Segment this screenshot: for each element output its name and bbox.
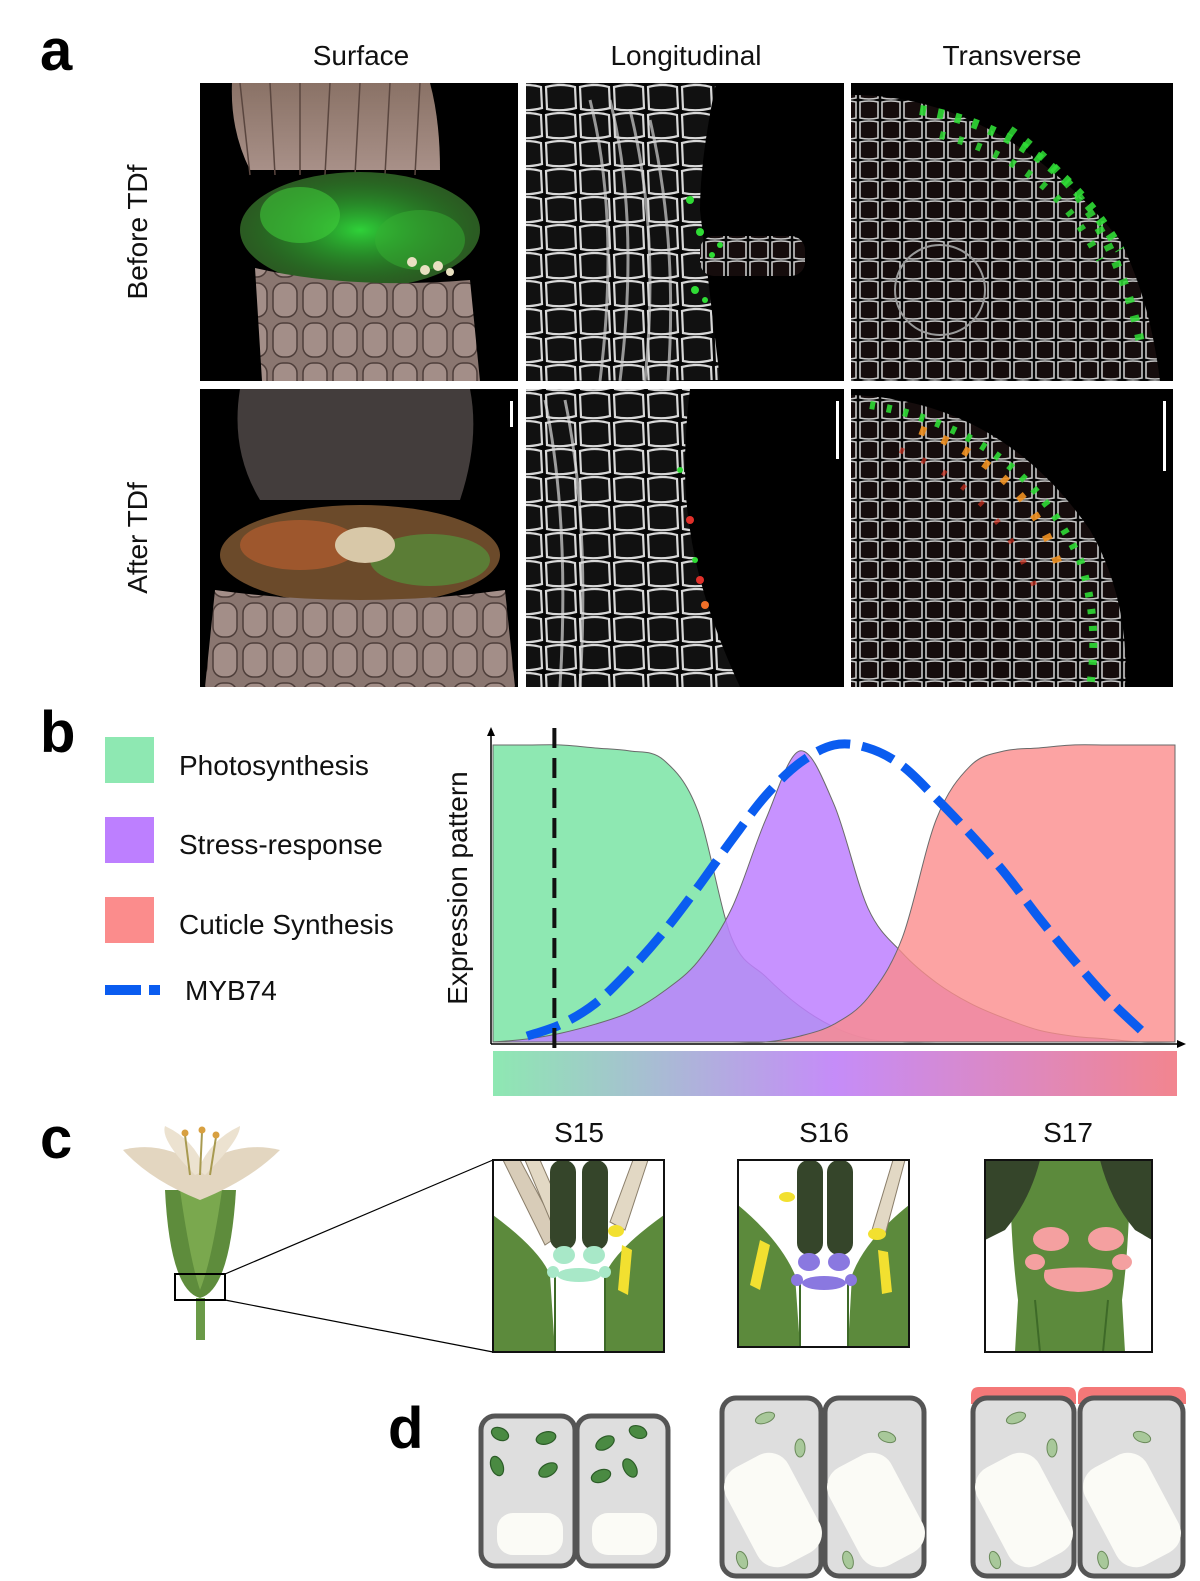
micrograph-longitudinal-after <box>526 389 844 687</box>
expression-chart: Expression pattern <box>442 727 1186 1096</box>
cell-pair-2 <box>719 1395 927 1579</box>
panel-b-letter: b <box>40 700 75 765</box>
cell-pair-3 <box>970 1387 1186 1579</box>
legend-label-myb74: MYB74 <box>185 975 277 1006</box>
series-area-cuticle-synthesis <box>492 744 1176 1043</box>
stage-diagram-s15 <box>492 1159 665 1353</box>
stage-label-s15: S15 <box>554 1117 604 1148</box>
legend-swatch-stress-response <box>105 817 154 863</box>
stage-diagram-s16 <box>737 1159 910 1348</box>
legend-label-stress-response: Stress-response <box>179 829 383 860</box>
cell-pair-1 <box>478 1413 671 1569</box>
stage-label-s17: S17 <box>1043 1117 1093 1148</box>
stage-diagram-s17 <box>984 1159 1153 1353</box>
micrograph-surface-after <box>200 389 518 687</box>
scale-bar <box>510 401 513 427</box>
column-title-surface: Surface <box>313 40 410 71</box>
legend: Photosynthesis Stress-response Cuticle S… <box>105 737 394 1006</box>
x-axis-arrow <box>1177 1040 1186 1048</box>
stage-gradient-bar <box>493 1051 1177 1096</box>
series-line-myb74 <box>525 739 1144 1041</box>
panel-d-letter: d <box>388 1396 423 1461</box>
row-title-before: Before TDf <box>122 164 153 299</box>
zoom-box <box>174 1273 226 1301</box>
row-title-after: After TDf <box>122 482 153 594</box>
micrograph-surface-before <box>200 83 518 381</box>
micrograph-transverse-after <box>851 389 1173 687</box>
column-title-transverse: Transverse <box>942 40 1081 71</box>
legend-swatch-photosynthesis <box>105 737 154 783</box>
micrograph-longitudinal-before <box>526 83 844 381</box>
panel-a-letter: a <box>40 18 73 83</box>
column-title-longitudinal: Longitudinal <box>610 40 761 71</box>
y-axis-arrow <box>487 727 495 736</box>
scale-bar <box>1163 401 1166 471</box>
scale-bar <box>836 401 839 459</box>
legend-label-photosynthesis: Photosynthesis <box>179 750 369 781</box>
micrograph-transverse-before <box>851 83 1173 381</box>
flower-illustration <box>123 1126 494 1353</box>
panel-c-letter: c <box>40 1106 72 1171</box>
y-axis-label: Expression pattern <box>442 771 473 1004</box>
legend-label-cuticle-synthesis: Cuticle Synthesis <box>179 909 394 940</box>
legend-swatch-cuticle-synthesis <box>105 897 154 943</box>
stage-label-s16: S16 <box>799 1117 849 1148</box>
